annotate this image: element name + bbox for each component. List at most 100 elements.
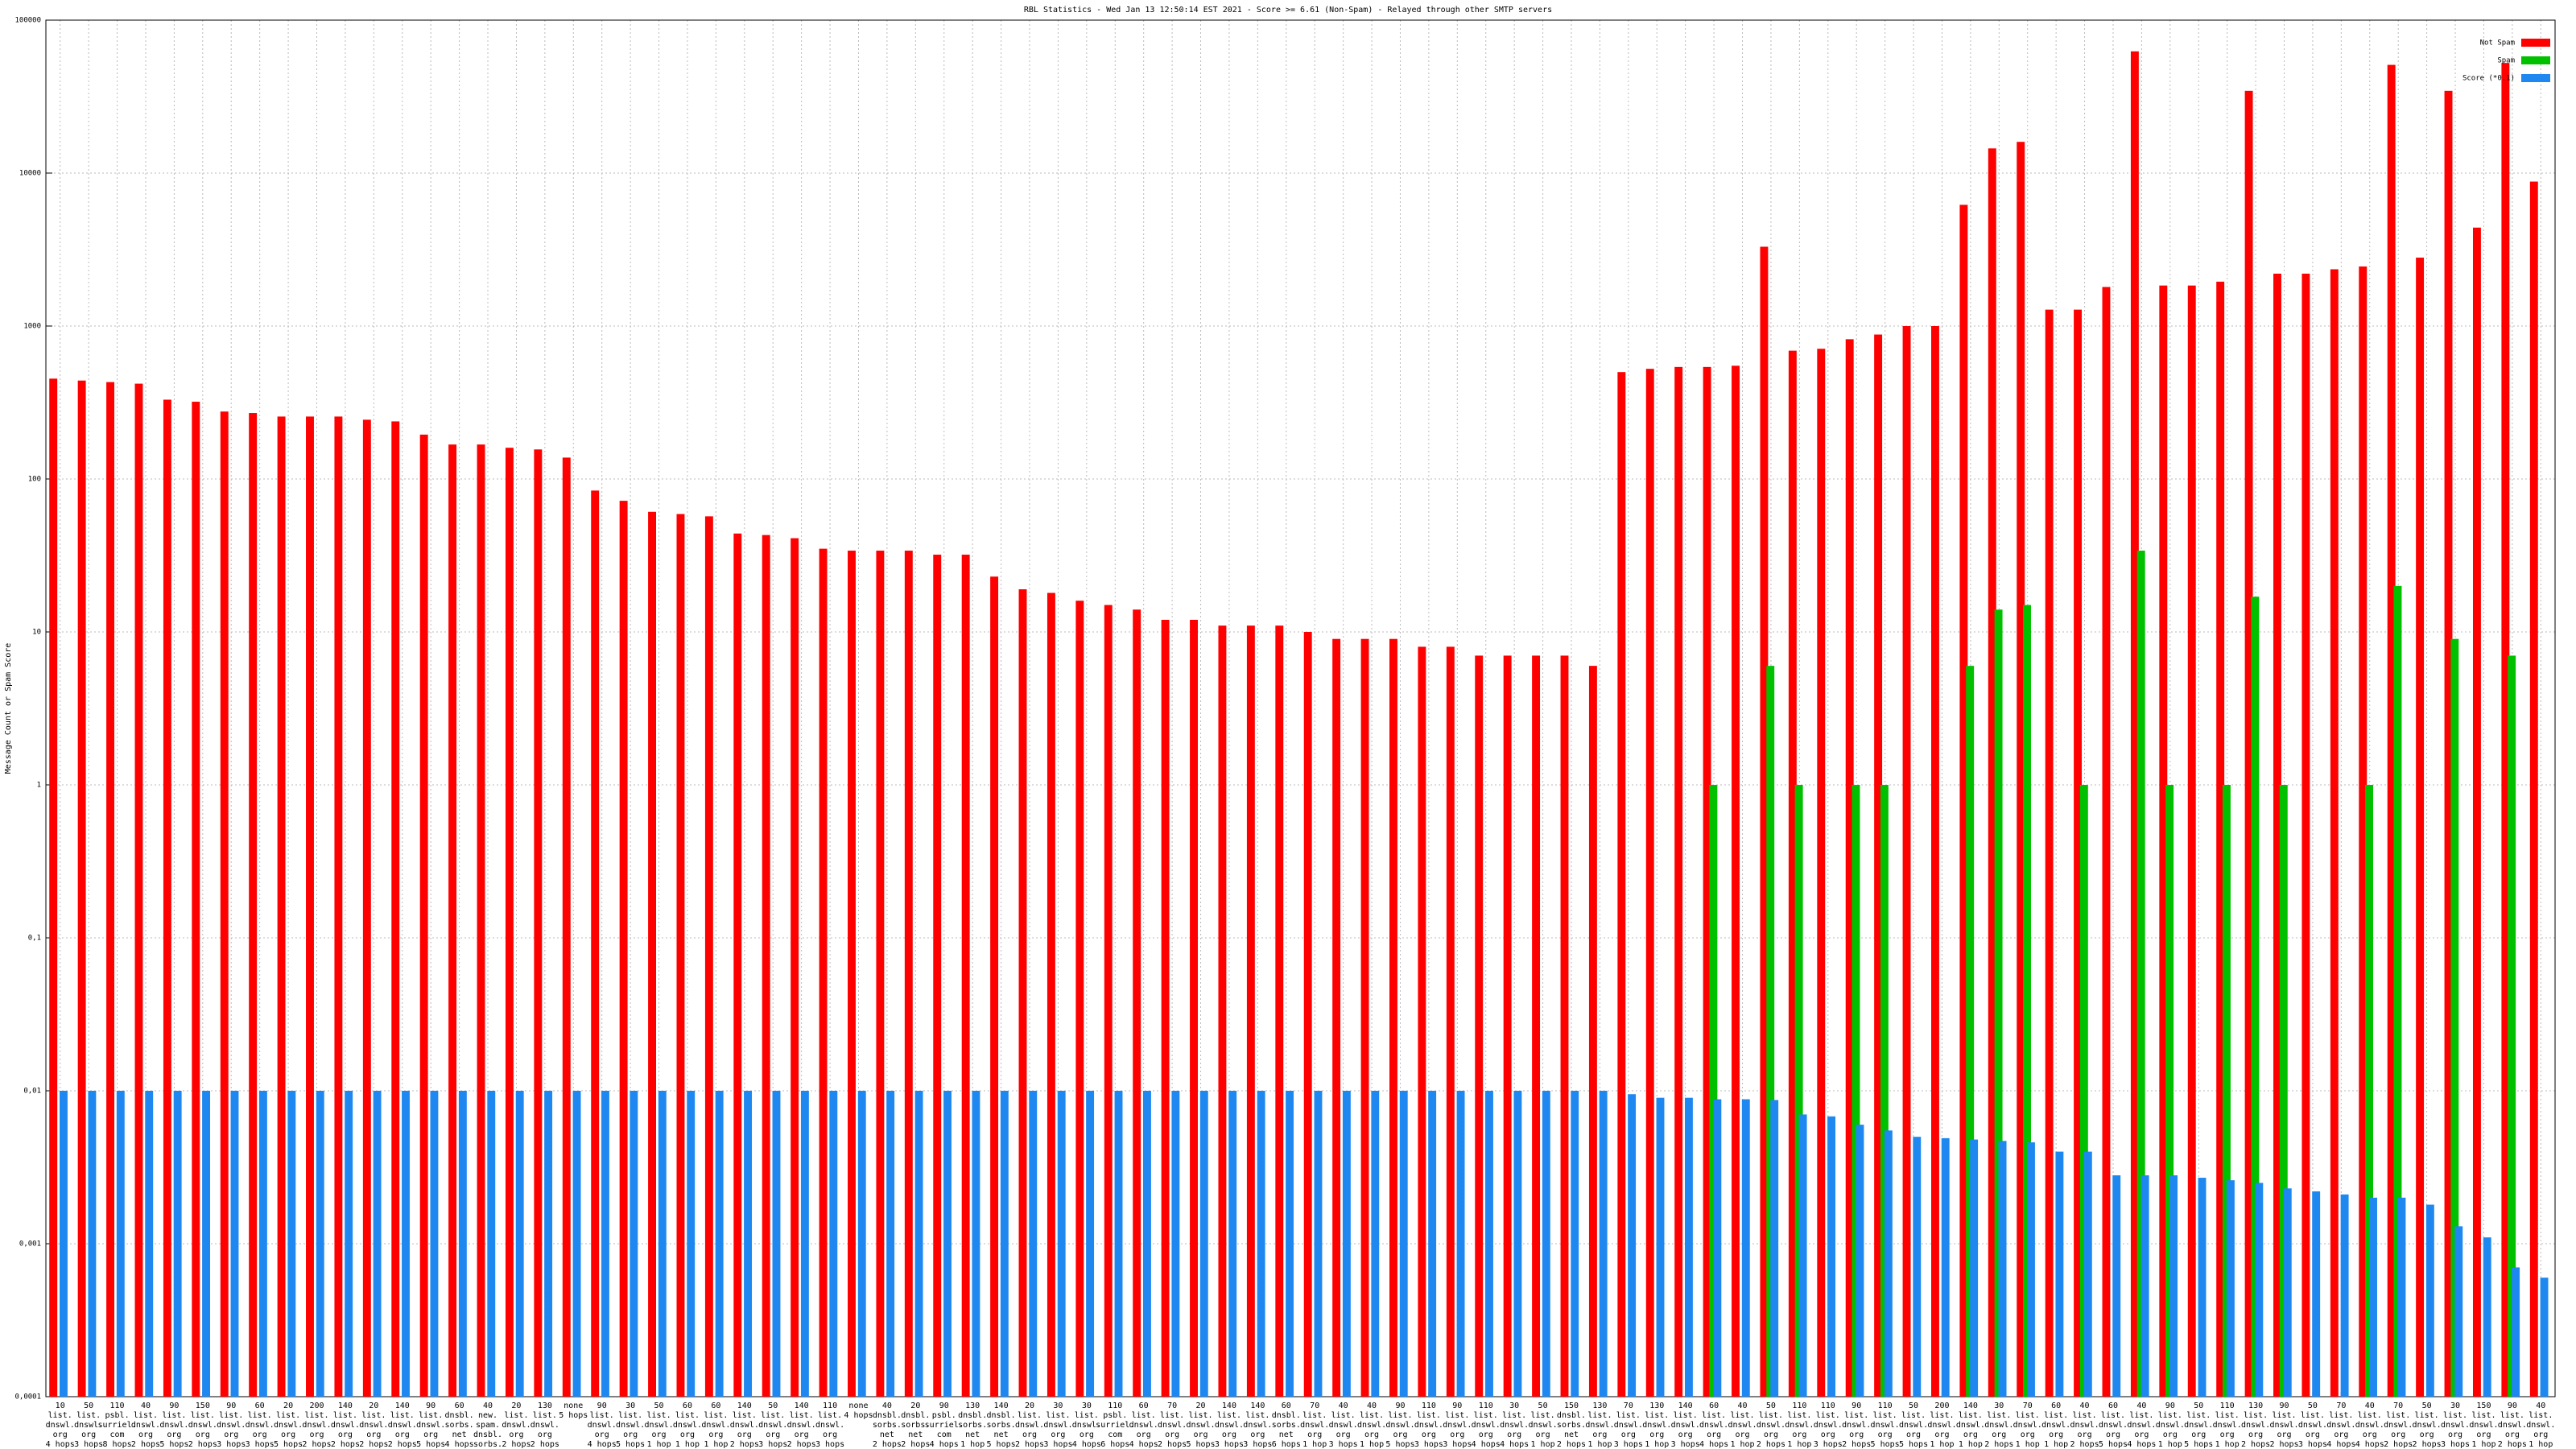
bar	[430, 1091, 439, 1397]
bar	[2273, 273, 2281, 1397]
bar	[744, 1091, 753, 1397]
bar	[1199, 1091, 1208, 1397]
bar	[2279, 785, 2288, 1397]
bar	[1171, 1091, 1180, 1397]
bar	[1560, 655, 1569, 1397]
bar	[1286, 1091, 1294, 1397]
bar	[704, 516, 713, 1397]
x-tick-label: 70 list. dnswl. org 2 hops	[2384, 1402, 2413, 1449]
x-tick-label: 60 list. dnswl. org 1 hop	[673, 1402, 702, 1449]
x-tick-label: 60 list. dnswl. org 4 hops	[1699, 1402, 1728, 1449]
x-tick-label: 20 list. dnswl. org 5 hops	[1186, 1402, 1215, 1449]
bar	[2112, 1175, 2121, 1397]
x-tick-label: 40 list. dnswl. org 1 hop	[1357, 1402, 1386, 1449]
bar	[2540, 1278, 2549, 1397]
bar	[544, 1091, 553, 1397]
bar	[458, 1091, 467, 1397]
bar	[1360, 638, 1369, 1397]
bar	[2454, 1226, 2463, 1397]
y-tick-label: 1000	[23, 323, 41, 331]
bar	[2244, 90, 2253, 1397]
bar	[829, 1091, 838, 1397]
bar	[1475, 655, 1484, 1397]
bar	[2198, 1178, 2207, 1397]
bar	[601, 1091, 609, 1397]
x-tick-label: 50 list. dnswl. org 2 hops	[1757, 1402, 1785, 1449]
bar	[1542, 1091, 1550, 1397]
y-tick-label: 1	[37, 782, 41, 790]
bar	[1571, 1091, 1579, 1397]
bar	[373, 1091, 382, 1397]
x-tick-label: 60 list. dnswl. org 5 hops	[2099, 1402, 2128, 1449]
bar	[2397, 1197, 2406, 1397]
bar	[1827, 1116, 1835, 1397]
legend-swatch	[2521, 56, 2550, 64]
bar	[391, 421, 400, 1397]
bar	[220, 411, 229, 1397]
bar	[1913, 1137, 1922, 1397]
bar	[1798, 1114, 1807, 1397]
bar	[60, 1091, 68, 1397]
bar	[1959, 204, 1968, 1397]
y-tick-label: 0,1	[28, 935, 41, 943]
x-tick-label: 40 list. dnswl. org 3 hops	[1329, 1402, 1358, 1449]
bar	[2501, 63, 2510, 1397]
x-tick-label: 110 list. dnswl. org 5 hops	[1871, 1402, 1900, 1449]
bar	[2017, 142, 2025, 1397]
bar	[287, 1091, 296, 1397]
bar	[2159, 285, 2168, 1397]
x-tick-label: 110 list. dnswl. org 1 hop	[1785, 1402, 1814, 1449]
bar	[2450, 638, 2459, 1397]
bar	[1303, 632, 1312, 1397]
x-tick-label: 40 list. dnswl. org 1 hop	[2526, 1402, 2555, 1449]
bar	[1656, 1097, 1665, 1397]
x-tick-label: 50 list. dnswl. org 5 hops	[2184, 1402, 2213, 1449]
bar	[1532, 655, 1541, 1397]
bar	[2165, 785, 2174, 1397]
x-tick-label: 130 list. dnswl. org 1 hop	[1642, 1402, 1671, 1449]
bar	[1741, 1099, 1750, 1397]
bar	[1998, 1141, 2007, 1397]
bar	[933, 555, 942, 1397]
x-tick-label: 90 psbl. surriel. com 4 hops	[925, 1402, 964, 1449]
x-tick-label: 90 list. dnswl. org 2 hops	[1842, 1402, 1871, 1449]
x-tick-label: 150 list. dnswl. org 2 hops	[188, 1402, 217, 1449]
x-tick-label: 70 list. dnswl. org 1 hop	[1300, 1402, 1329, 1449]
bar	[230, 1091, 239, 1397]
bar	[2312, 1191, 2321, 1397]
x-tick-label: 70 list. dnswl. org 1 hop	[2013, 1402, 2042, 1449]
bar	[2045, 309, 2054, 1397]
bar	[1086, 1091, 1095, 1397]
x-tick-label: none 4 hops	[844, 1402, 873, 1420]
bar	[1075, 601, 1084, 1397]
bar	[202, 1091, 211, 1397]
bar	[2255, 1183, 2264, 1397]
x-tick-label: 140 list. dnswl. org 2 hops	[787, 1402, 816, 1449]
bar	[1856, 1125, 1864, 1397]
bar	[2027, 1142, 2035, 1397]
y-tick-label: 0,001	[19, 1241, 41, 1249]
bar	[145, 1091, 154, 1397]
bar	[1057, 1091, 1066, 1397]
bar	[1994, 609, 2003, 1397]
bar	[515, 1091, 524, 1397]
x-tick-label: 20 list. dnswl. org 2 hops	[502, 1402, 530, 1449]
x-tick-label: 150 list. dnswl. org 1 hop	[2469, 1402, 2498, 1449]
x-tick-label: 40 dnsbl. sorbs. net 2 hops	[873, 1402, 902, 1449]
x-tick-label: 150 dnsbl. sorbs. net 2 hops	[1557, 1402, 1586, 1449]
bar	[77, 380, 86, 1397]
bar	[2387, 64, 2396, 1397]
bar	[2340, 1194, 2349, 1397]
bar	[1599, 1091, 1608, 1397]
bar	[2425, 1204, 2434, 1397]
bar	[2226, 1180, 2235, 1397]
x-tick-label: 30 list. dnswl. org 5 hops	[616, 1402, 645, 1449]
bar	[591, 490, 600, 1397]
bar	[2187, 285, 2196, 1397]
bar	[772, 1091, 781, 1397]
x-tick-label: 140 list. dnswl. org 2 hops	[331, 1402, 360, 1449]
bar	[88, 1091, 97, 1397]
bar	[2283, 1188, 2292, 1397]
bar	[630, 1091, 638, 1397]
